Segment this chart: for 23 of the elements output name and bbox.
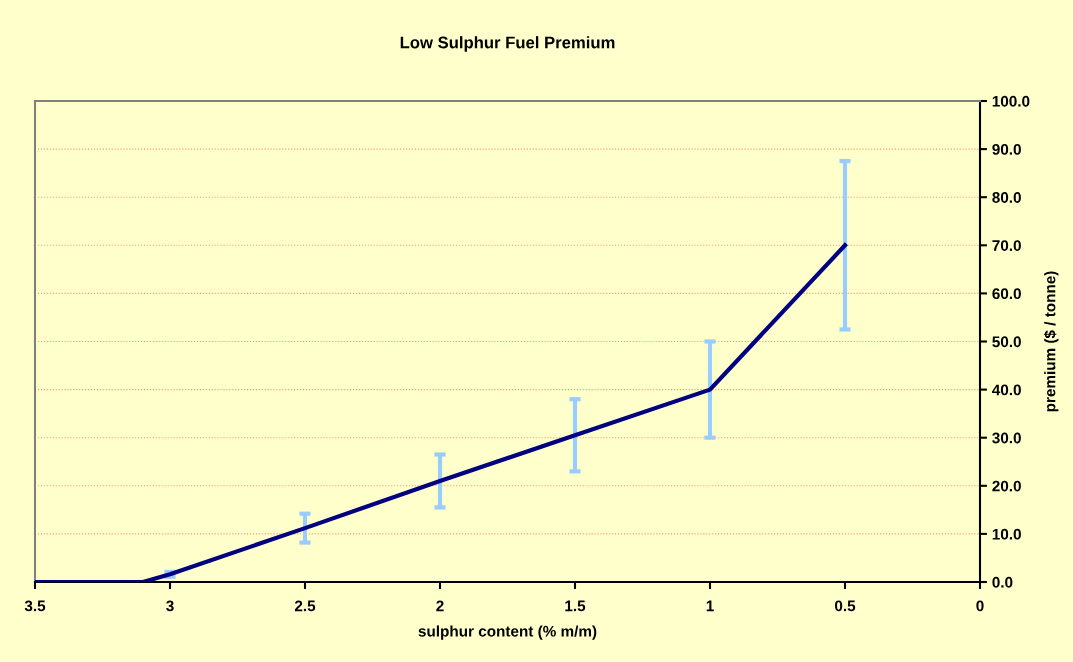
y-tick-label: 0.0 [992, 576, 1013, 588]
y-tick-label: 50.0 [992, 336, 1021, 348]
x-tick-label: 3.5 [24, 600, 46, 612]
y-tick-label: 80.0 [992, 192, 1021, 203]
x-tick-label: 2 [436, 600, 444, 612]
x-tick-label: 0 [976, 600, 984, 612]
chart-title: Low Sulphur Fuel Premium [400, 36, 615, 52]
y-axis-title: premium ($ / tonne) [1043, 271, 1059, 412]
x-tick-label: 3 [166, 600, 174, 612]
y-tick-label: 10.0 [992, 528, 1021, 540]
line-series [35, 243, 848, 582]
y-tick-label: 90.0 [992, 143, 1021, 155]
y-tick-label: 60.0 [992, 288, 1021, 300]
y-tick-label: 20.0 [992, 480, 1021, 492]
x-tick-label: 2.5 [294, 600, 316, 612]
y-tick-label: 100.0 [992, 95, 1030, 107]
y-tick-label: 40.0 [992, 384, 1021, 396]
x-tick-label: 0.5 [834, 600, 856, 612]
x-axis-title: sulphur content (% m/m) [418, 625, 597, 640]
x-tick-label: 1 [706, 600, 714, 612]
y-tick-label: 70.0 [992, 240, 1021, 251]
x-tick-label: 1.5 [565, 600, 586, 612]
y-tick-label: 30.0 [992, 432, 1021, 444]
